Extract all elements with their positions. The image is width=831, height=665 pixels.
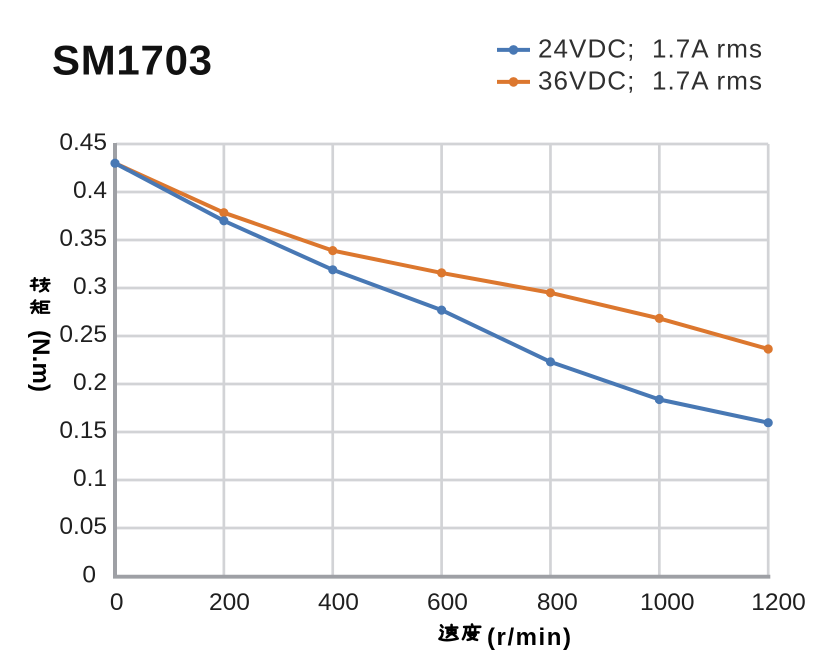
svg-text:24VDC; 1.7A rms: 24VDC; 1.7A rms: [538, 34, 762, 64]
svg-text:0.3: 0.3: [73, 273, 107, 300]
svg-text:800: 800: [537, 589, 578, 616]
svg-text:0.45: 0.45: [59, 129, 107, 156]
svg-text:SM1703: SM1703: [52, 36, 212, 83]
svg-text:0.1: 0.1: [73, 465, 107, 492]
svg-text:(N.m): (N.m): [27, 330, 54, 392]
svg-text:(r/min): (r/min): [487, 624, 571, 651]
svg-text:0.15: 0.15: [59, 417, 107, 444]
svg-text:600: 600: [427, 589, 468, 616]
svg-text:0.25: 0.25: [59, 321, 107, 348]
svg-text:0: 0: [110, 589, 124, 616]
svg-text:1000: 1000: [640, 589, 695, 616]
svg-text:400: 400: [318, 589, 359, 616]
svg-text:0.2: 0.2: [73, 369, 107, 396]
svg-text:0.05: 0.05: [59, 513, 107, 540]
svg-text:200: 200: [209, 589, 250, 616]
svg-text:0.4: 0.4: [73, 177, 107, 204]
svg-text:0: 0: [82, 562, 96, 589]
svg-text:1200: 1200: [751, 589, 806, 616]
svg-text:0.35: 0.35: [59, 225, 107, 252]
svg-text:36VDC; 1.7A rms: 36VDC; 1.7A rms: [538, 66, 762, 96]
